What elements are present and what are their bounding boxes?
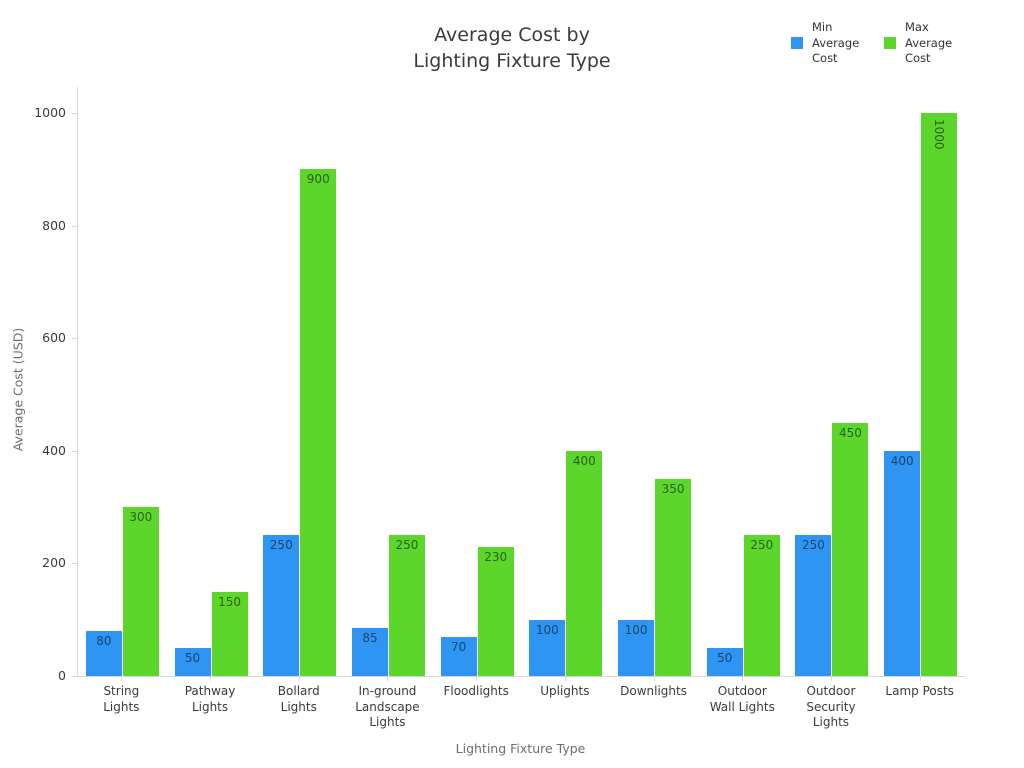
category-label-downlights: Downlights: [620, 684, 687, 698]
x-axis-title: Lighting Fixture Type: [455, 741, 586, 756]
y-tick-mark: [72, 676, 77, 677]
category-label-pathway-lights: Pathway Lights: [184, 684, 236, 714]
bar-min-outdoor-security-lights[interactable]: 250: [795, 535, 832, 676]
bar-value-label: 1000: [932, 119, 947, 150]
category-label-lamp-posts: Lamp Posts: [885, 684, 954, 698]
legend-swatch-min-icon: [791, 37, 803, 49]
bar-value-label: 100: [535, 623, 559, 637]
bar-min-outdoor-wall-lights[interactable]: 50: [706, 648, 743, 676]
x-tick-mark: [121, 677, 123, 681]
x-tick-mark: [919, 677, 921, 681]
bar-max-floodlights[interactable]: 230: [477, 547, 514, 676]
chart-title-line-1: Average Cost by: [434, 24, 590, 46]
x-axis-category-labels: String Lights Pathway Lights Bollard Light…: [77, 684, 964, 731]
bar-max-in-ground-landscape-lights[interactable]: 250: [388, 535, 425, 676]
bar-max-bollard-lights[interactable]: 900: [300, 169, 337, 676]
bar-min-uplights[interactable]: 100: [529, 620, 566, 676]
bar-value-label: 250: [269, 538, 293, 552]
bar-value-label: 300: [129, 510, 153, 524]
y-tick-label-200: 200: [42, 555, 66, 571]
legend-swatch-max-icon: [884, 37, 896, 49]
bar-group-pathway-lights: 50 150: [167, 87, 256, 676]
x-tick-mark: [742, 677, 744, 681]
bar-value-label: 400: [890, 454, 914, 468]
bar-max-string-lights[interactable]: 300: [122, 507, 159, 676]
bar-value-label: 900: [306, 172, 330, 186]
y-tick-mark: [72, 450, 77, 452]
plot-area: 80 300 50 150 250 900 85 250 70 230 100 400 100 350 50…: [77, 87, 965, 677]
bar-group-lamp-posts: 400 1000: [876, 87, 965, 676]
bar-value-label: 50: [184, 651, 201, 665]
category-label-outdoor-wall-lights: Outdoor Wall Lights: [709, 684, 775, 714]
x-tick-mark: [830, 677, 832, 681]
bar-min-floodlights[interactable]: 70: [440, 637, 477, 676]
x-tick-mark: [298, 677, 300, 681]
bar-value-label: 450: [839, 426, 862, 440]
legend-item-max-average-cost[interactable]: Max Average Cost: [884, 20, 959, 67]
bar-value-label: 150: [218, 595, 241, 609]
category-label-floodlights: Floodlights: [443, 684, 509, 698]
bar-group-floodlights: 70 230: [433, 87, 522, 676]
category-label-in-ground-landscape-lights: In-ground Landscape Lights: [355, 684, 420, 729]
legend-label-max: Max Average Cost: [905, 20, 953, 65]
legend-label-min: Min Average Cost: [812, 20, 860, 65]
bar-group-bollard-lights: 250 900: [255, 87, 344, 676]
bar-min-pathway-lights[interactable]: 50: [174, 648, 211, 676]
bar-group-in-ground-landscape-lights: 85 250: [344, 87, 433, 676]
y-tick-mark: [72, 563, 77, 565]
y-tick-mark: [72, 338, 77, 340]
y-tick-label-0: 0: [58, 668, 66, 683]
bar-group-outdoor-wall-lights: 50 250: [699, 87, 788, 676]
bar-value-label: 80: [96, 634, 112, 648]
bar-value-label: 250: [750, 538, 774, 552]
category-label-string-lights: String Lights: [103, 684, 140, 714]
x-tick-mark: [476, 677, 478, 681]
bar-max-outdoor-wall-lights[interactable]: 250: [743, 535, 780, 676]
y-tick-mark: [72, 225, 77, 227]
bar-value-label: 100: [624, 623, 648, 637]
bar-group-outdoor-security-lights: 250 450: [788, 87, 877, 676]
legend-item-min-average-cost[interactable]: Min Average Cost: [791, 20, 866, 67]
bar-value-label: 85: [362, 631, 378, 645]
bar-max-downlights[interactable]: 350: [655, 479, 692, 676]
y-tick-label-1000: 1000: [34, 105, 66, 120]
bar-group-string-lights: 80 300: [78, 87, 167, 676]
bar-max-lamp-posts[interactable]: 1000: [921, 113, 958, 676]
bar-min-downlights[interactable]: 100: [618, 620, 655, 676]
y-tick-label-800: 800: [42, 217, 66, 233]
bar-max-outdoor-security-lights[interactable]: 450: [832, 423, 869, 676]
bar-value-label: 350: [661, 482, 685, 496]
bar-min-bollard-lights[interactable]: 250: [263, 535, 300, 676]
bar-min-lamp-posts[interactable]: 400: [884, 451, 921, 676]
bar-value-label: 230: [484, 550, 508, 564]
x-tick-mark: [653, 677, 655, 681]
bar-max-pathway-lights[interactable]: 150: [211, 592, 248, 676]
bar-value-label: 250: [395, 538, 419, 552]
category-label-outdoor-security-lights: Outdoor Security Lights: [806, 684, 856, 729]
chart-title-line-2: Lighting Fixture Type: [413, 50, 611, 72]
x-tick-mark: [564, 677, 566, 681]
bar-min-string-lights[interactable]: 80: [85, 631, 122, 676]
bar-value-label: 70: [451, 640, 467, 654]
bar-min-in-ground-landscape-lights[interactable]: 85: [351, 628, 388, 676]
category-label-bollard-lights: Bollard Lights: [277, 684, 320, 714]
category-label-uplights: Uplights: [540, 684, 590, 698]
bar-value-label: 250: [802, 538, 825, 552]
bar-group-downlights: 100 350: [610, 87, 699, 676]
x-tick-mark: [210, 677, 212, 681]
y-tick-label-400: 400: [42, 442, 66, 458]
bar-value-label: 400: [572, 454, 596, 468]
x-tick-mark: [387, 677, 389, 681]
bar-max-uplights[interactable]: 400: [566, 451, 603, 676]
chart-title: Average Cost by Lighting Fixture Type: [0, 22, 1024, 74]
y-tick-label-600: 600: [42, 330, 66, 346]
y-tick-mark: [72, 113, 77, 114]
bar-group-uplights: 100 400: [522, 87, 611, 676]
bar-value-label: 50: [717, 651, 733, 665]
